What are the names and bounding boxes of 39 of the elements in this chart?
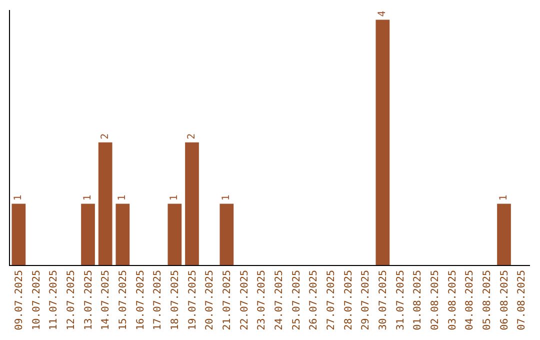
data-label: 2 [100, 133, 111, 140]
x-tick-label: 26.07.2025 [308, 270, 320, 330]
data-label: 1 [498, 194, 510, 201]
x-tick-label: 16.07.2025 [135, 270, 146, 330]
x-tick-label: 02.08.2025 [430, 270, 441, 330]
x-tick-label: 14.07.2025 [100, 270, 112, 330]
data-label: 1 [13, 194, 24, 201]
x-tick-label: 29.07.2025 [360, 270, 372, 330]
data-label: 1 [117, 194, 128, 201]
x-tick-label: 03.08.2025 [447, 270, 458, 330]
x-tick-label: 28.07.2025 [343, 270, 354, 330]
data-label: 4 [377, 10, 388, 17]
x-tick-label: 17.07.2025 [152, 270, 164, 330]
x-tick-label: 04.08.2025 [464, 270, 476, 330]
x-tick-label: 23.07.2025 [256, 270, 268, 330]
x-tick-label: 19.07.2025 [187, 270, 198, 330]
x-tick-label: 10.07.2025 [31, 270, 42, 330]
x-tick-label: 18.07.2025 [170, 270, 181, 330]
x-tick-label: 11.07.2025 [48, 270, 60, 330]
x-tick-label: 25.07.2025 [291, 270, 302, 330]
x-tick-label: 12.07.2025 [66, 270, 77, 330]
x-tick-label: 21.07.2025 [222, 270, 233, 330]
data-label: 1 [221, 194, 232, 201]
x-tick-label: 01.08.2025 [412, 270, 424, 330]
x-tick-label: 06.08.2025 [499, 270, 510, 330]
data-label: 1 [82, 194, 94, 201]
x-tick-label: 13.07.2025 [83, 270, 94, 330]
x-tick-label: 24.07.2025 [274, 270, 285, 330]
data-label: 2 [186, 133, 198, 140]
x-tick-label: 09.07.2025 [14, 270, 25, 330]
x-tick-label: 22.07.2025 [239, 270, 250, 330]
x-tick-label: 15.07.2025 [118, 270, 129, 330]
x-tick-label: 20.07.2025 [204, 270, 216, 330]
x-tick-label: 27.07.2025 [326, 270, 337, 330]
x-tick-label: 05.08.2025 [482, 270, 493, 330]
x-tick-label: 07.08.2025 [516, 270, 528, 330]
data-label: 1 [169, 194, 180, 201]
x-tick-label: 30.07.2025 [378, 270, 389, 330]
x-tick-label: 31.07.2025 [395, 270, 406, 330]
